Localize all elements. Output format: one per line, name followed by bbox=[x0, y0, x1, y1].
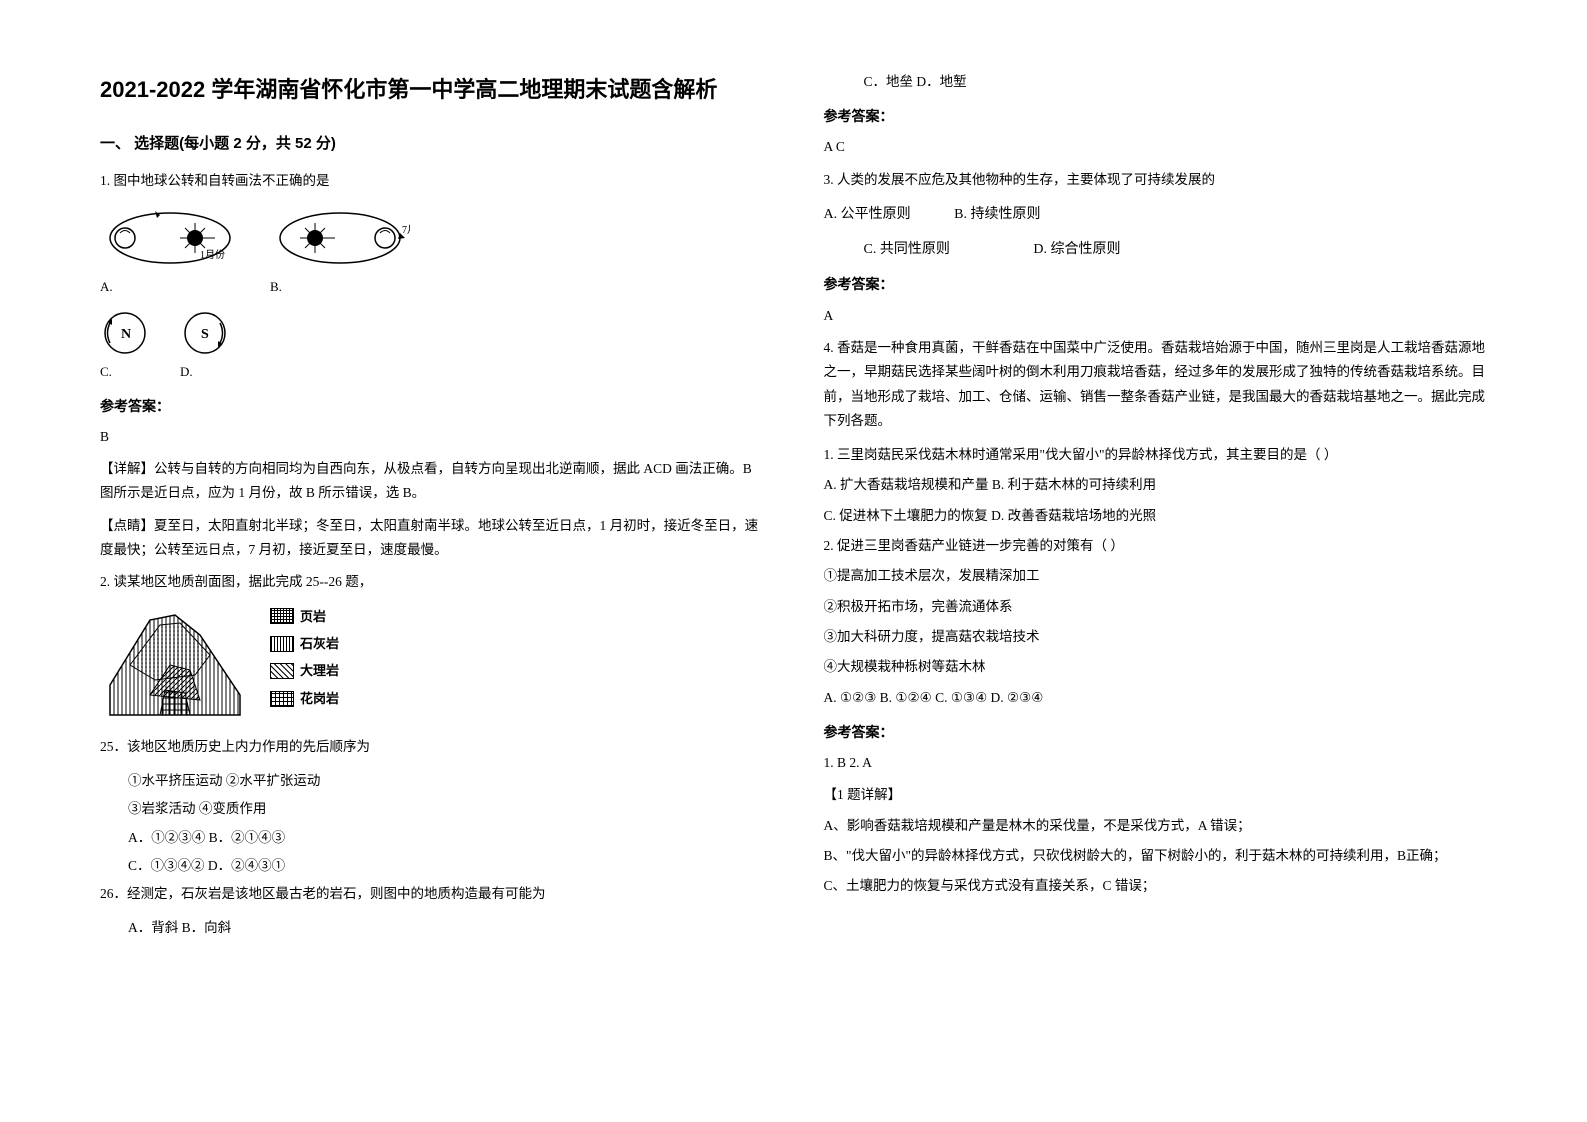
geology-diagram: 页岩 石灰岩 大理岩 花岗岩 bbox=[100, 605, 764, 725]
q1-detail: 【详解】公转与自转的方向相同均为自西向东，从极点看，自转方向呈现出北逆南顺，据此… bbox=[100, 457, 764, 506]
q4-sub2-2: ②积极开拓市场，完善流通体系 bbox=[824, 595, 1488, 619]
question-2: 2. 读某地区地质剖面图，据此完成 25--26 题， bbox=[100, 570, 764, 594]
legend-granite: 花岗岩 bbox=[300, 687, 339, 710]
q1-image-row-2: N C. S D. bbox=[100, 308, 764, 383]
diagram-b-orbit: 7月份 bbox=[270, 203, 410, 273]
mountain-cross-section bbox=[100, 605, 250, 725]
q4-answer: 1. B 2. A bbox=[824, 751, 1488, 775]
q3-opt-d: D. 综合性原则 bbox=[1033, 237, 1120, 262]
q3-answer: A bbox=[824, 304, 1488, 328]
answer-heading-2: 参考答案： bbox=[824, 104, 1488, 129]
option-b-label: B. bbox=[270, 275, 282, 298]
answer-heading-4: 参考答案： bbox=[824, 720, 1488, 745]
q4-detail-a: A、影响香菇栽培规模和产量是林木的采伐量，不是采伐方式，A 错误； bbox=[824, 814, 1488, 838]
diagram-d-pole: S bbox=[180, 308, 230, 358]
left-column: 2021-2022 学年湖南省怀化市第一中学高二地理期末试题含解析 一、 选择题… bbox=[100, 70, 764, 945]
q2-answer: A C bbox=[824, 135, 1488, 159]
q4-detail-heading: 【1 题详解】 bbox=[824, 783, 1488, 807]
q1-answer: B bbox=[100, 425, 764, 449]
q4-sub2: 2. 促进三里岗香菇产业链进一步完善的对策有（ ） bbox=[824, 534, 1488, 558]
question-25: 25．该地区地质历史上内力作用的先后顺序为 bbox=[100, 735, 764, 759]
q4-sub2-3: ③加大科研力度，提高菇农栽培技术 bbox=[824, 625, 1488, 649]
question-3: 3. 人类的发展不应危及其他物种的生存，主要体现了可持续发展的 bbox=[824, 168, 1488, 192]
q1-point: 【点睛】夏至日，太阳直射北半球；冬至日，太阳直射南半球。地球公转至近日点，1 月… bbox=[100, 514, 764, 563]
answer-heading-3: 参考答案： bbox=[824, 272, 1488, 297]
q26-opt-cd: C．地垒 D．地堑 bbox=[824, 70, 1488, 94]
option-d-label: D. bbox=[180, 360, 193, 383]
q4-sub1-a: A. 扩大香菇栽培规模和产量 B. 利于菇木林的可持续利用 bbox=[824, 473, 1488, 497]
geology-legend: 页岩 石灰岩 大理岩 花岗岩 bbox=[270, 605, 339, 725]
q4-sub2-4: ④大规模栽种栎树等菇木林 bbox=[824, 655, 1488, 679]
svg-text:N: N bbox=[121, 327, 131, 342]
month-jan-label: 1月份 bbox=[200, 249, 225, 261]
q4-sub2-opts: A. ①②③ B. ①②④ C. ①③④ D. ②③④ bbox=[824, 686, 1488, 710]
month-jul-label: 7月份 bbox=[402, 224, 410, 236]
legend-marble: 大理岩 bbox=[300, 659, 339, 682]
question-26: 26．经测定，石灰岩是该地区最古老的岩石，则图中的地质构造最有可能为 bbox=[100, 882, 764, 906]
q4-detail-b: B、"伐大留小"的异龄林择伐方式，只砍伐树龄大的，留下树龄小的，利于菇木林的可持… bbox=[824, 844, 1488, 868]
right-column: C．地垒 D．地堑 参考答案： A C 3. 人类的发展不应危及其他物种的生存，… bbox=[824, 70, 1488, 945]
legend-shale: 页岩 bbox=[300, 605, 326, 628]
answer-heading-1: 参考答案： bbox=[100, 394, 764, 419]
q4-sub2-1: ①提高加工技术层次，发展精深加工 bbox=[824, 564, 1488, 588]
q26-opt-ab: A．背斜 B．向斜 bbox=[128, 916, 764, 940]
q4-sub1: 1. 三里岗菇民采伐菇木林时通常采用"伐大留小"的异龄林择伐方式，其主要目的是（… bbox=[824, 443, 1488, 467]
svg-text:S: S bbox=[201, 327, 209, 342]
question-4-intro: 4. 香菇是一种食用真菌，干鲜香菇在中国菜中广泛使用。香菇栽培始源于中国，随州三… bbox=[824, 336, 1488, 433]
exam-title: 2021-2022 学年湖南省怀化市第一中学高二地理期末试题含解析 bbox=[100, 70, 764, 110]
option-c-label: C. bbox=[100, 360, 112, 383]
option-a-label: A. bbox=[100, 275, 113, 298]
question-1: 1. 图中地球公转和自转画法不正确的是 bbox=[100, 169, 764, 193]
q25-opt-c: C．①③④② D．②④③① bbox=[128, 854, 764, 878]
diagram-c-pole: N bbox=[100, 308, 150, 358]
q3-opt-b: B. 持续性原则 bbox=[954, 202, 1040, 227]
q4-detail-c: C、土壤肥力的恢复与采伐方式没有直接关系，C 错误； bbox=[824, 874, 1488, 898]
q3-opt-c: C. 共同性原则 bbox=[864, 237, 950, 262]
q25-opt-a: A．①②③④ B．②①④③ bbox=[128, 826, 764, 850]
diagram-a-orbit: 1月份 bbox=[100, 203, 240, 273]
q1-image-row-1: 1月份 A. 7月份 B. bbox=[100, 203, 764, 298]
q4-sub1-c: C. 促进林下土壤肥力的恢复 D. 改善香菇栽培场地的光照 bbox=[824, 504, 1488, 528]
q3-opt-a: A. 公平性原则 bbox=[824, 202, 911, 227]
q25-opt-1: ①水平挤压运动 ②水平扩张运动 bbox=[128, 769, 764, 793]
legend-limestone: 石灰岩 bbox=[300, 632, 339, 655]
q25-opt-2: ③岩浆活动 ④变质作用 bbox=[128, 797, 764, 821]
section-heading: 一、 选择题(每小题 2 分，共 52 分) bbox=[100, 130, 764, 157]
